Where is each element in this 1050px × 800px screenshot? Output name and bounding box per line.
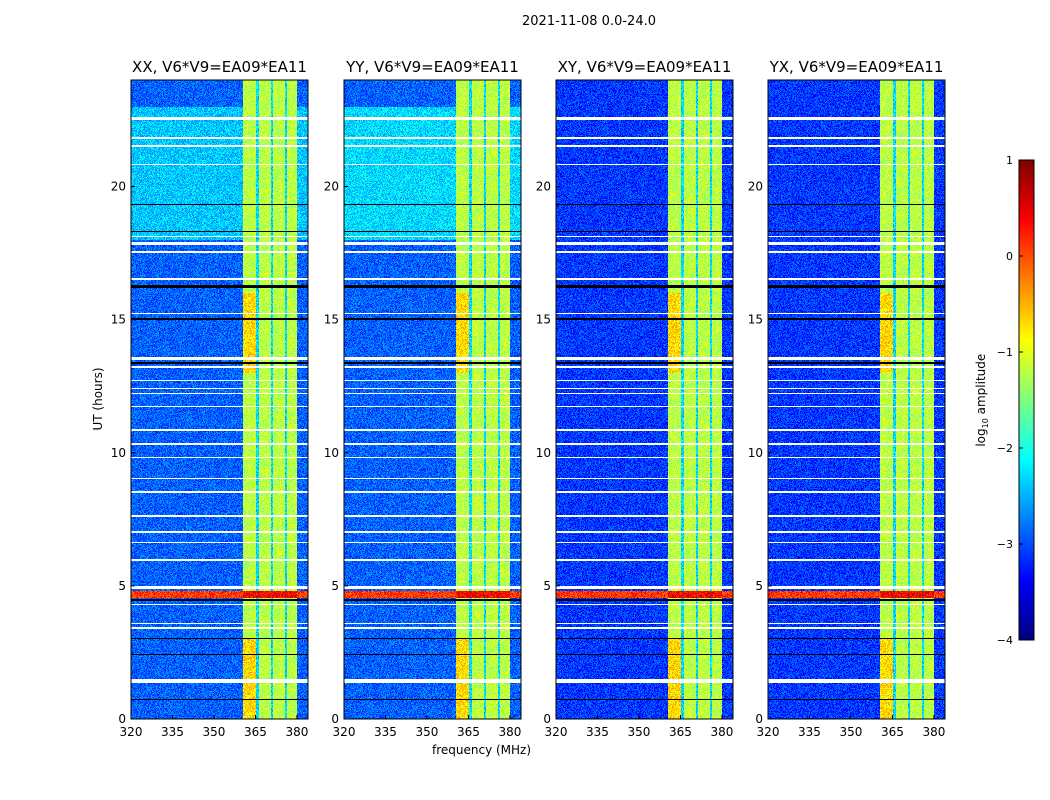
x-tick-label: 320 [757,725,780,739]
colorbar-tick-label: −3 [997,538,1013,551]
y-tick-label: 20 [111,180,126,194]
panel-frame [130,79,309,720]
y-tick-label: 0 [118,712,126,726]
y-tick-label: 15 [324,313,339,327]
x-tick-label: 350 [628,725,651,739]
spectrogram-image [131,80,308,719]
panel-title: YX, V6*V9=EA09*EA11 [769,58,944,76]
y-tick-label: 10 [324,446,339,460]
y-tick-label: 5 [118,579,126,593]
x-tick-label: 380 [498,725,521,739]
y-tick-label: 5 [543,579,551,593]
y-tick-label: 0 [331,712,339,726]
x-tick-label: 335 [798,725,821,739]
x-tick-label: 350 [840,725,863,739]
spectrogram-image [768,80,945,719]
spectrogram-image [344,80,521,719]
y-tick-label: 5 [755,579,763,593]
y-tick-label: 10 [748,446,763,460]
colorbar-tick-label: −1 [997,346,1013,359]
colorbar [1019,160,1034,640]
y-tick-label: 10 [111,446,126,460]
y-tick-label: 20 [536,180,551,194]
x-tick-label: 335 [374,725,397,739]
y-tick-label: 10 [536,446,551,460]
x-tick-label: 380 [285,725,308,739]
x-tick-label: 320 [120,725,143,739]
x-tick-label: 320 [545,725,568,739]
colorbar-tick-label: 1 [1006,154,1013,167]
x-tick-label: 350 [416,725,439,739]
y-tick-label: 15 [536,313,551,327]
x-tick-label: 320 [333,725,356,739]
y-tick-label: 20 [324,180,339,194]
panel-frame [767,79,946,720]
colorbar-frame [1018,159,1035,641]
x-tick-label: 350 [203,725,226,739]
x-tick-label: 335 [161,725,184,739]
x-axis-label: frequency (MHz) [432,743,532,757]
panel-title: XY, V6*V9=EA09*EA11 [557,58,732,76]
x-tick-label: 380 [922,725,945,739]
x-tick-label: 365 [669,725,692,739]
y-tick-label: 20 [748,180,763,194]
y-tick-label: 0 [755,712,763,726]
colorbar-tick-label: −2 [997,442,1013,455]
spectrogram-image [556,80,733,719]
panel-title: YY, V6*V9=EA09*EA11 [346,58,519,76]
y-tick-label: 15 [111,313,126,327]
x-tick-label: 365 [881,725,904,739]
y-tick-label: 0 [543,712,551,726]
figure-title: 2021-11-08 0.0-24.0 [522,14,656,29]
x-tick-label: 365 [457,725,480,739]
y-tick-label: 15 [748,313,763,327]
colorbar-tick-label: 0 [1006,250,1013,263]
panel-frame [555,79,734,720]
x-tick-label: 380 [710,725,733,739]
y-tick-label: 5 [331,579,339,593]
panel-title: XX, V6*V9=EA09*EA11 [132,58,307,76]
panel-frame [343,79,522,720]
x-tick-label: 365 [244,725,267,739]
colorbar-tick-label: −4 [997,634,1013,647]
x-tick-label: 335 [586,725,609,739]
